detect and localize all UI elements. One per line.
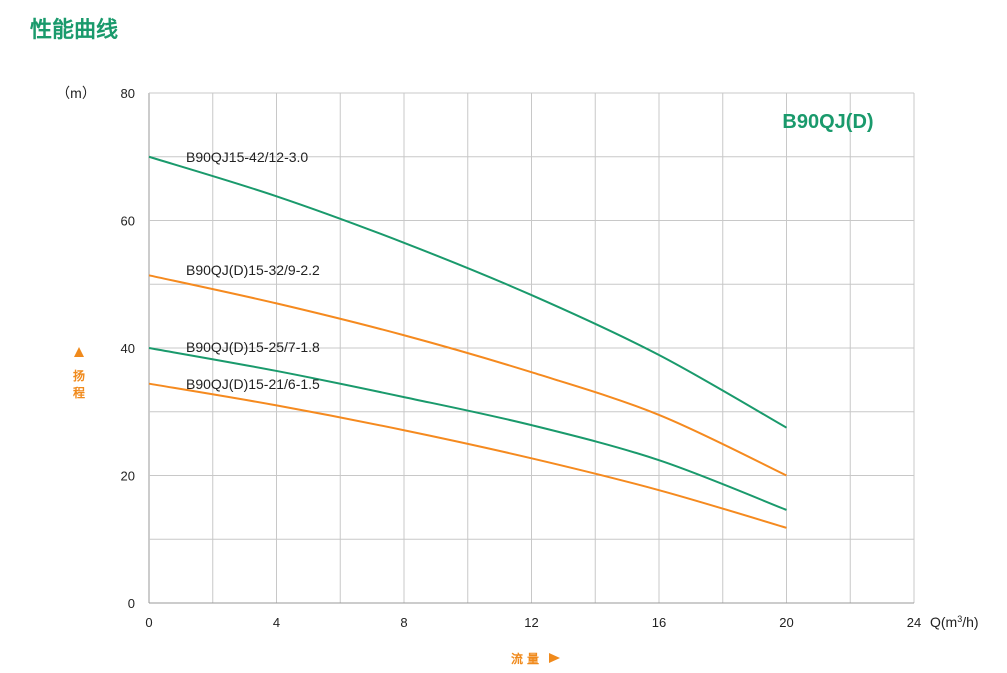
- y-tick-label: 0: [128, 596, 135, 611]
- y-axis-label: 扬程: [73, 368, 85, 400]
- series-label: B90QJ(D)15-32/9-2.2: [186, 262, 320, 278]
- page-title: 性能曲线: [30, 18, 119, 43]
- x-tick-label: 0: [145, 615, 152, 630]
- x-tick-label: 4: [273, 615, 280, 630]
- series-line: [148, 347, 787, 511]
- series-label: B90QJ15-42/12-3.0: [186, 149, 308, 165]
- y-tick-label: 80: [121, 86, 135, 101]
- x-axis-label: 流量: [511, 651, 543, 666]
- x-tick-label: 12: [524, 615, 538, 630]
- series-line: [148, 155, 787, 429]
- x-axis-arrow-icon: [549, 653, 560, 663]
- y-axis-unit: （m）: [56, 85, 96, 101]
- x-axis-unit: Q(m3/h): [930, 614, 979, 630]
- y-axis-arrow-icon: [74, 347, 84, 357]
- chart-title: B90QJ(D): [782, 111, 873, 133]
- y-tick-label: 40: [121, 341, 135, 356]
- y-tick-label: 60: [121, 214, 135, 229]
- x-tick-label: 8: [400, 615, 407, 630]
- x-tick-label: 24: [907, 615, 921, 630]
- y-tick-label: 20: [121, 469, 135, 484]
- x-tick-label: 20: [779, 615, 793, 630]
- series-line: [148, 274, 787, 477]
- series-label: B90QJ(D)15-21/6-1.5: [186, 376, 320, 392]
- series-label: B90QJ(D)15-25/7-1.8: [186, 339, 320, 355]
- series-line: [148, 382, 787, 529]
- x-tick-label: 16: [652, 615, 666, 630]
